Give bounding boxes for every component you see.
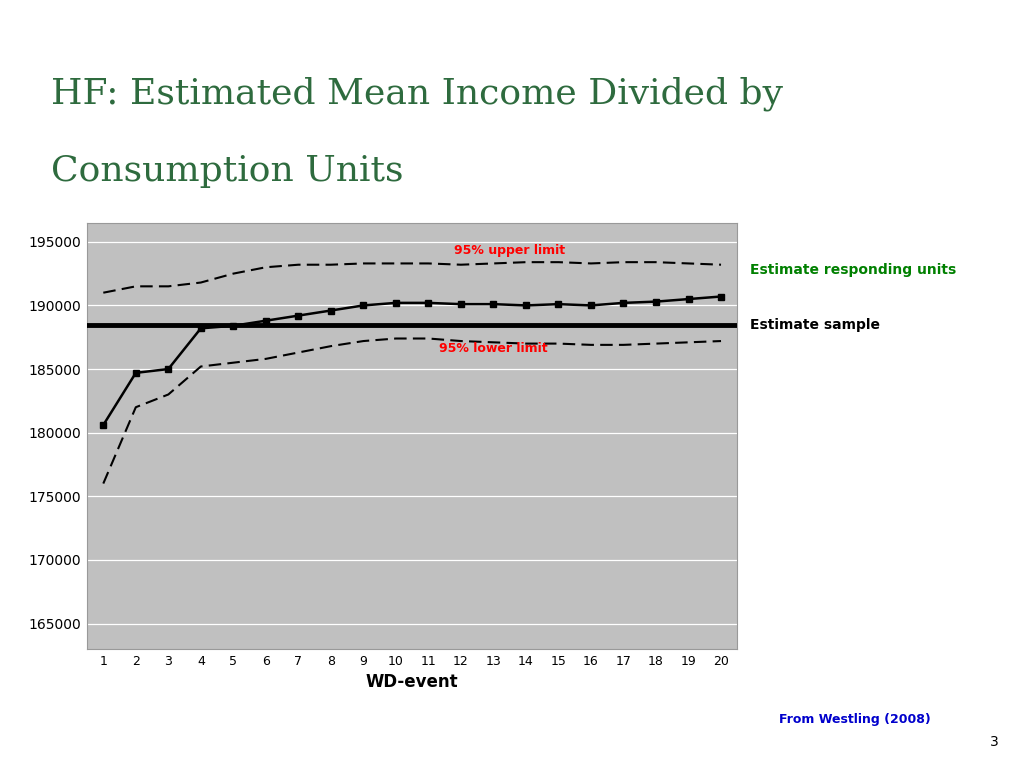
Text: 3: 3 [989, 735, 998, 749]
Text: Consumption Units: Consumption Units [51, 154, 403, 187]
Text: From Westling (2008): From Westling (2008) [779, 713, 931, 726]
Text: HF: Estimated Mean Income Divided by: HF: Estimated Mean Income Divided by [51, 77, 783, 111]
Text: Estimate sample: Estimate sample [750, 317, 880, 332]
X-axis label: WD-event: WD-event [366, 673, 459, 691]
Text: 95% upper limit: 95% upper limit [454, 244, 565, 257]
Text: Estimate responding units: Estimate responding units [750, 263, 955, 276]
Text: 95% lower limit: 95% lower limit [439, 343, 548, 356]
